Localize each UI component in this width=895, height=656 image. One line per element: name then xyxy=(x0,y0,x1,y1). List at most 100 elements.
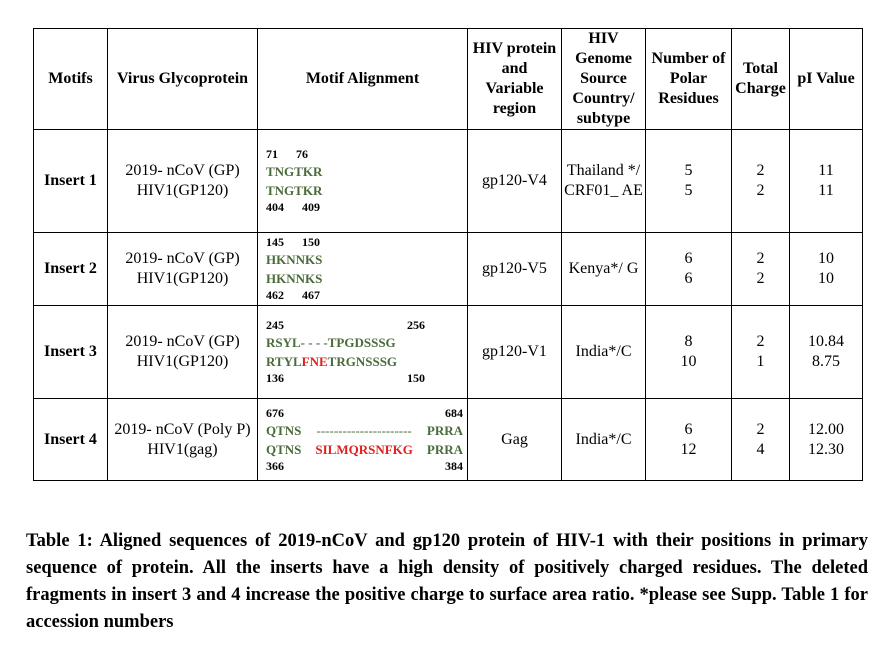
charge-ncov: 2 xyxy=(756,333,765,350)
sequence-segment: QTNS xyxy=(266,441,302,457)
alignment-table: Motifs Virus Glycoprotein Motif Alignmen… xyxy=(33,28,863,481)
table-row: Insert 2 2019- nCoV (GP) HIV1(GP120) 145… xyxy=(33,232,863,306)
position-end: 684 xyxy=(445,405,463,420)
sequence-segment: RTYL xyxy=(266,354,302,369)
hiv-protein-cell: gp120-V5 xyxy=(467,232,562,306)
position-start: 676 xyxy=(266,405,284,420)
header-pi-value: pI Value xyxy=(789,28,863,130)
charge-cell: 2 1 xyxy=(731,305,790,399)
glycoprotein-cell: 2019- nCoV (GP) HIV1(GP120) xyxy=(107,232,258,306)
charge-hiv: 1 xyxy=(756,353,765,370)
position-bottom: 136 150 xyxy=(266,371,463,386)
sequence-ncov: RSYL- - - -TPGDSSSG xyxy=(266,335,396,350)
position-top: 245 256 xyxy=(266,318,463,333)
header-hiv-genome: HIV Genome Source Country/ subtype xyxy=(561,28,646,130)
pi-hiv: 8.75 xyxy=(812,353,840,370)
position-start: 145 xyxy=(266,235,284,249)
polar-ncov: 8 xyxy=(684,333,693,350)
pi-hiv: 11 xyxy=(818,182,834,199)
hiv-protein-cell: gp120-V1 xyxy=(467,305,562,399)
position-end: 467 xyxy=(302,288,320,302)
polar-cell: 5 5 xyxy=(645,129,732,233)
position-start: 245 xyxy=(266,318,284,332)
polar-hiv: 5 xyxy=(684,182,693,199)
polar-cell: 6 6 xyxy=(645,232,732,306)
table-row: Insert 1 2019- nCoV (GP) HIV1(GP120) 71 … xyxy=(33,129,863,233)
highlighted-segment: SILMQRSNFKG xyxy=(315,441,413,457)
glycoprotein-cell: 2019- nCoV (Poly P) HIV1(gag) xyxy=(107,398,258,481)
alignment-cell: 245 256 RSYL- - - -TPGDSSSG RTYLFNETRGNS… xyxy=(257,305,468,399)
pi-hiv: 12.30 xyxy=(808,440,844,458)
polar-ncov: 5 xyxy=(684,162,693,179)
alignment-cell: 145 150 HKNNKS HKNNKS 462 467 xyxy=(257,232,468,306)
charge-hiv: 2 xyxy=(756,182,765,199)
gap-segment: ---------------------- xyxy=(316,422,412,438)
pi-hiv: 10 xyxy=(818,270,834,287)
position-start: 71 xyxy=(266,147,278,161)
highlighted-segment: FNE xyxy=(301,354,328,369)
sequence-ncov: HKNNKS xyxy=(266,252,323,267)
motif-cell: Insert 3 xyxy=(33,305,108,399)
polar-hiv: 10 xyxy=(680,353,697,370)
position-top: 71 76 xyxy=(266,147,463,162)
glycoprotein-hiv: HIV1(GP120) xyxy=(136,270,229,287)
polar-cell: 6 12 xyxy=(645,398,732,481)
glycoprotein-hiv: HIV1(GP120) xyxy=(136,182,229,199)
hiv-protein-cell: gp120-V4 xyxy=(467,129,562,233)
polar-cell: 8 10 xyxy=(645,305,732,399)
position-bottom: 366 384 xyxy=(266,459,463,474)
polar-hiv: 6 xyxy=(684,270,693,287)
header-motif-alignment: Motif Alignment xyxy=(257,28,468,130)
sequence-hiv: RTYLFNETRGNSSSG xyxy=(266,352,463,371)
sequence-segment: QTNS xyxy=(266,422,302,438)
polar-ncov: 6 xyxy=(684,250,693,267)
sequence-hiv: TNGTKR xyxy=(266,183,323,198)
pi-ncov: 12.00 xyxy=(808,420,844,438)
country-cell: India*/C xyxy=(561,305,646,399)
position-end: 76 xyxy=(296,147,308,161)
polar-hiv: 12 xyxy=(680,440,697,458)
sequence-ncov: TNGTKR xyxy=(266,164,323,179)
header-total-charge: Total Charge xyxy=(731,28,790,130)
position-end: 409 xyxy=(302,200,320,214)
charge-cell: 2 4 xyxy=(731,398,790,481)
table-row: Insert 4 2019- nCoV (Poly P) HIV1(gag) 6… xyxy=(33,398,863,481)
polar-ncov: 6 xyxy=(684,420,693,438)
sequence-segment: PRRA xyxy=(426,422,463,438)
glycoprotein-ncov: 2019- nCoV (GP) xyxy=(125,250,240,267)
charge-ncov: 2 xyxy=(756,162,765,179)
glycoprotein-cell: 2019- nCoV (GP) HIV1(GP120) xyxy=(107,305,258,399)
sequence-ncov: QTNS ---------------------- PRRA xyxy=(266,421,463,440)
header-polar-residues: Number of Polar Residues xyxy=(645,28,732,130)
position-bottom: 462 467 xyxy=(266,288,463,303)
glycoprotein-cell: 2019- nCoV (GP) HIV1(GP120) xyxy=(107,129,258,233)
header-motifs: Motifs xyxy=(33,28,108,130)
position-end: 384 xyxy=(445,458,463,473)
charge-cell: 2 2 xyxy=(731,232,790,306)
pi-cell: 11 11 xyxy=(789,129,863,233)
pi-ncov: 10.84 xyxy=(808,333,844,350)
sequence-segment: PRRA xyxy=(426,441,463,457)
glycoprotein-ncov: 2019- nCoV (Poly P) xyxy=(114,420,251,438)
motif-cell: Insert 4 xyxy=(33,398,108,481)
glycoprotein-hiv: HIV1(GP120) xyxy=(136,353,229,370)
position-top: 676 684 xyxy=(266,406,463,421)
position-end: 150 xyxy=(407,371,425,385)
charge-hiv: 4 xyxy=(756,440,765,458)
position-top: 145 150 xyxy=(266,235,463,250)
glycoprotein-ncov: 2019- nCoV (GP) xyxy=(125,162,240,179)
hiv-protein-cell: Gag xyxy=(467,398,562,481)
alignment-cell: 71 76 TNGTKR TNGTKR 404 409 xyxy=(257,129,468,233)
country-cell: Kenya*/ G xyxy=(561,232,646,306)
motif-cell: Insert 1 xyxy=(33,129,108,233)
charge-ncov: 2 xyxy=(756,420,765,438)
position-start: 462 xyxy=(266,288,284,302)
table-row: Insert 3 2019- nCoV (GP) HIV1(GP120) 245… xyxy=(33,305,863,399)
table-caption: Table 1: Aligned sequences of 2019-nCoV … xyxy=(26,531,868,632)
sequence-segment: TRGNSSSG xyxy=(327,354,398,369)
motif-cell: Insert 2 xyxy=(33,232,108,306)
position-start: 404 xyxy=(266,200,284,214)
glycoprotein-ncov: 2019- nCoV (GP) xyxy=(125,333,240,350)
header-hiv-protein: HIV protein and Variable region xyxy=(467,28,562,130)
position-start: 136 xyxy=(266,371,284,385)
